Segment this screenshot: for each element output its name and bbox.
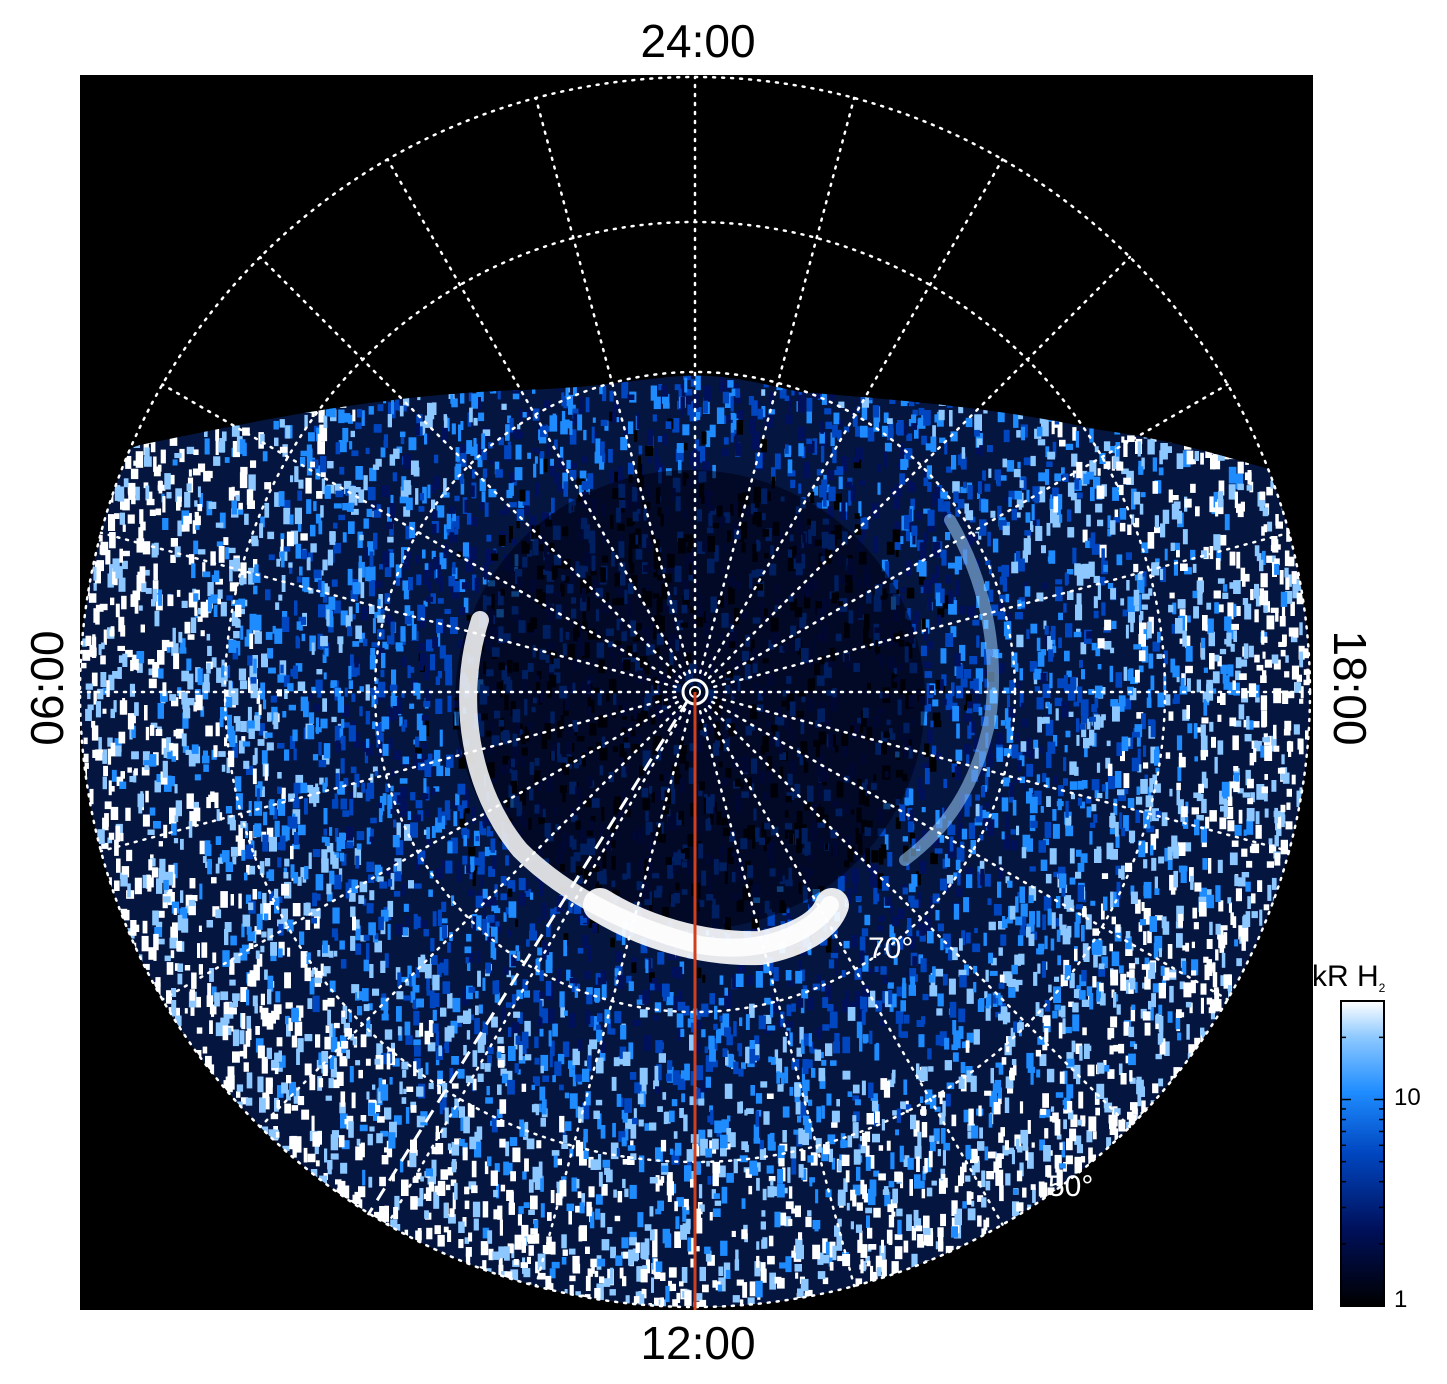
hour-meridian — [711, 383, 1229, 684]
colorbar-fill — [1341, 1001, 1384, 1306]
mlt-label-top: 24:00 — [640, 15, 756, 67]
hour-meridian — [161, 383, 679, 684]
colorbar-ticks — [1341, 1000, 1384, 1307]
hour-meridian — [99, 531, 677, 689]
hour-meridian — [258, 255, 683, 680]
main-auroral-oval — [459, 514, 1000, 966]
hour-meridian — [713, 531, 1291, 689]
colorbar-tick-label-10: 10 — [1394, 1084, 1421, 1111]
hour-meridian — [703, 708, 1004, 1226]
colorbar-tick-label-1: 1 — [1394, 1286, 1408, 1313]
hour-meridian — [386, 708, 687, 1226]
dashed-meridian — [366, 699, 690, 1216]
hour-meridian — [534, 96, 692, 674]
colorbar-unit: kR H — [1312, 960, 1379, 993]
colorbar — [1340, 1000, 1385, 1307]
hour-meridian — [698, 710, 856, 1288]
hour-meridian — [698, 96, 856, 674]
hour-meridian — [161, 700, 679, 1001]
hour-meridian — [707, 704, 1132, 1129]
colorbar-title: kR H2 — [1312, 960, 1386, 995]
colorbar-unit-subscript: 2 — [1378, 981, 1386, 995]
hour-meridian — [711, 700, 1229, 1001]
hour-meridian — [386, 158, 687, 676]
mlt-label-right: 18:00 — [1324, 630, 1376, 746]
mlt-label-left: 06:00 — [21, 630, 73, 746]
hour-meridian — [703, 158, 1004, 676]
mlt-label-bottom: 12:00 — [640, 1317, 756, 1369]
hour-meridian — [258, 704, 683, 1129]
latitude-label-50: 50° — [1048, 1170, 1093, 1203]
hour-meridian — [707, 255, 1132, 680]
colorbar-frame — [1340, 1000, 1385, 1307]
hour-meridian — [534, 710, 692, 1288]
hour-meridian — [99, 695, 677, 853]
latitude-label-70: 70° — [868, 932, 913, 965]
hour-meridian — [713, 695, 1291, 853]
